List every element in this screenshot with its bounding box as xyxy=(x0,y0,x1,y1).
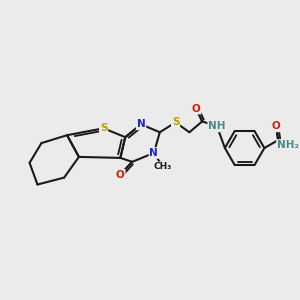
Text: O: O xyxy=(116,170,125,180)
Text: O: O xyxy=(272,121,280,131)
Text: N: N xyxy=(149,148,158,158)
Text: S: S xyxy=(172,117,179,128)
Text: CH₃: CH₃ xyxy=(154,162,172,171)
Text: NH₂: NH₂ xyxy=(277,140,299,150)
Text: S: S xyxy=(100,123,107,133)
Text: O: O xyxy=(192,103,201,114)
Text: NH: NH xyxy=(208,121,226,131)
Text: N: N xyxy=(137,119,146,129)
